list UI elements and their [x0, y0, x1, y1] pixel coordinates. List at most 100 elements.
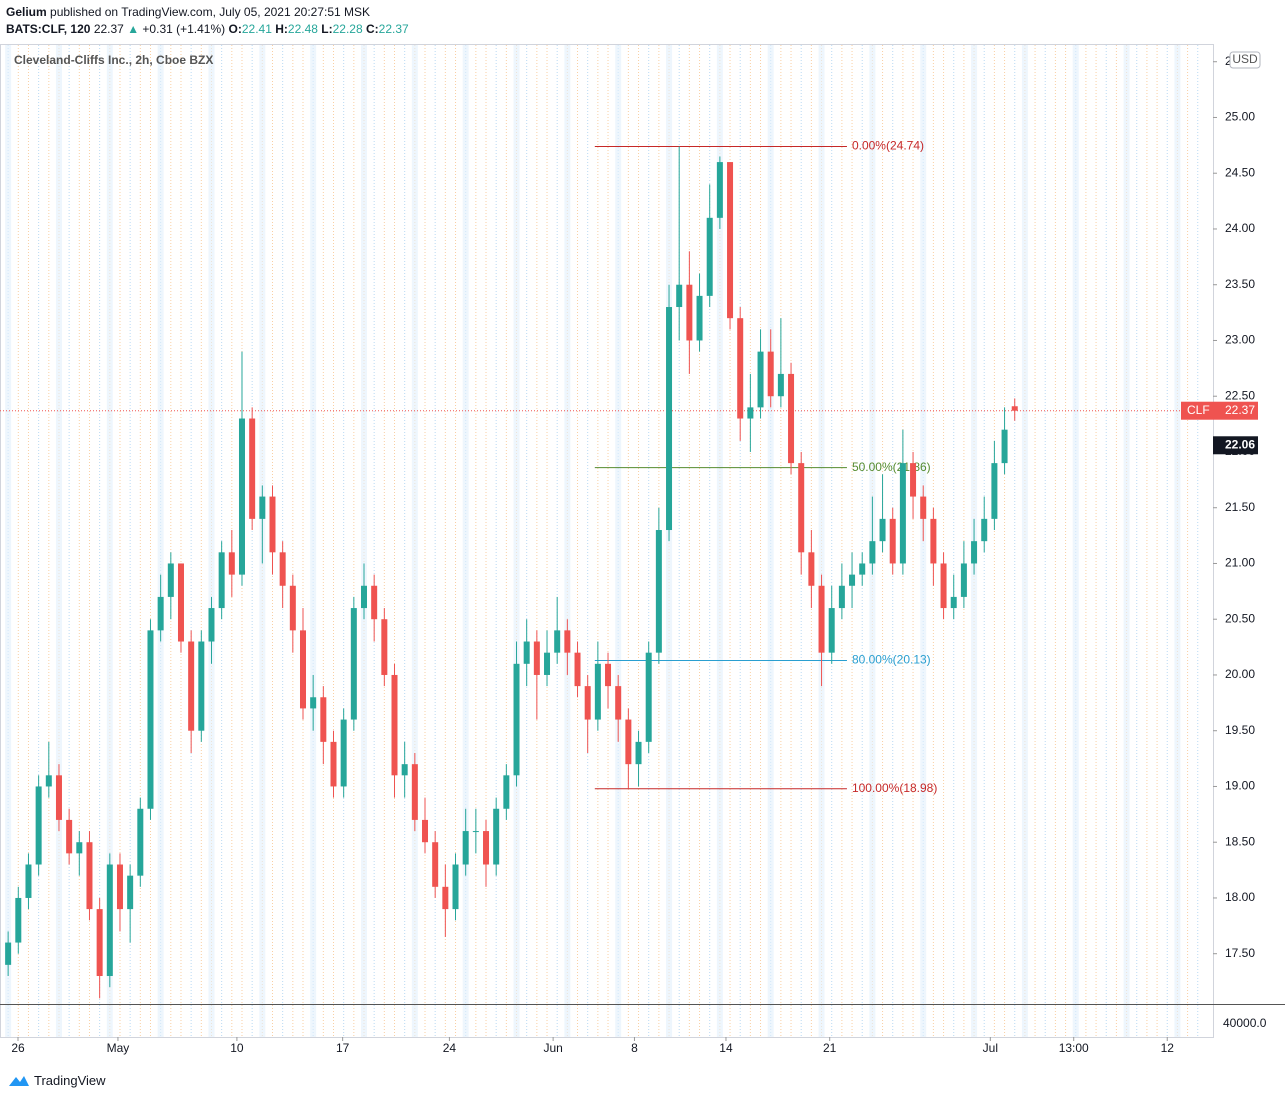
session-band [361, 45, 368, 1037]
l-value: 22.28 [332, 22, 363, 36]
candle-body [920, 496, 927, 519]
candle-body [157, 596, 164, 631]
price: 22.37 [93, 22, 124, 36]
o-value: 22.41 [241, 22, 272, 36]
candle-body [1011, 406, 1018, 411]
currency: USD [1232, 52, 1258, 66]
candle-body [930, 518, 937, 564]
candle-body [716, 162, 723, 218]
o-label: O: [228, 22, 242, 36]
candle-body [228, 552, 235, 575]
candle-body [249, 418, 256, 519]
candle-body [137, 808, 144, 876]
candle-body [655, 530, 662, 653]
session-band [1123, 45, 1130, 1037]
candle-body [971, 541, 978, 564]
candle-body [361, 585, 368, 609]
candle-body [259, 496, 266, 519]
candle-body [838, 585, 845, 609]
session-band [1174, 45, 1181, 1037]
header: Gelium published on TradingView.com, Jul… [6, 4, 409, 38]
candle-body [462, 831, 469, 865]
candle-body [564, 630, 571, 653]
candle-body [727, 162, 734, 319]
x-tick-label: 13:00 [1059, 1041, 1089, 1055]
change: +0.31 (+1.41%) [142, 22, 226, 36]
candle-body [513, 663, 520, 776]
candle-body [544, 652, 551, 675]
candle-body [45, 775, 52, 787]
y-tick-label: 20.00 [1225, 667, 1255, 681]
marker-label: 22.06 [1225, 437, 1255, 451]
y-tick-label: 20.50 [1225, 611, 1255, 625]
candle-body [493, 808, 500, 865]
candle-body [808, 552, 815, 586]
session-band [411, 45, 418, 1037]
h-value: 22.48 [287, 22, 318, 36]
usd-badge [1229, 51, 1261, 69]
candle-body [411, 764, 418, 820]
candle-body [777, 373, 784, 397]
candle-body [279, 552, 286, 586]
last-price-badge [1181, 401, 1258, 420]
session-band [716, 45, 723, 1037]
candle-body [645, 652, 652, 742]
candle-body [940, 563, 947, 609]
candle-body [177, 563, 184, 642]
candle-body [828, 608, 835, 653]
candle-body [737, 318, 744, 419]
frame [0, 44, 1214, 1038]
x-tick-label: May [107, 1041, 130, 1055]
candle-body [1001, 429, 1008, 464]
candle-body [859, 563, 866, 575]
c-value: 22.37 [378, 22, 409, 36]
candle-body [452, 864, 459, 910]
candle-body [15, 897, 22, 943]
candle-body [696, 295, 703, 341]
candle-body [472, 831, 479, 833]
last-price-name: CLF [1187, 403, 1210, 417]
header-line: Gelium published on TradingView.com, Jul… [6, 4, 409, 21]
y-tick-label: 23.00 [1225, 333, 1255, 347]
y-tick-label: 19.00 [1225, 779, 1255, 793]
candle-body [554, 630, 561, 653]
candle-body [391, 674, 398, 776]
candle-body [991, 463, 998, 519]
candle-body [635, 741, 642, 765]
candle-body [818, 585, 825, 653]
candle-body [25, 864, 32, 898]
candle-body [422, 819, 429, 843]
candle-body [523, 641, 530, 664]
session-band [1072, 45, 1079, 1037]
published: published on TradingView.com, July 05, 2… [50, 5, 371, 19]
volume-tick-label: 40000.0 [1223, 1016, 1267, 1030]
session-band [615, 45, 622, 1037]
fib-label: 0.00%(24.74) [852, 139, 924, 153]
x-tick-label: 21 [823, 1041, 837, 1055]
candle-body [767, 351, 774, 397]
candle-body [371, 585, 378, 620]
x-tick-label: Jun [543, 1041, 562, 1055]
candle-body [747, 407, 754, 419]
candle-body [503, 775, 510, 809]
candle-body [483, 831, 490, 865]
session-band [767, 45, 774, 1037]
chart-title: Cleveland-Cliffs Inc., 2h, Cboe BZX [14, 53, 213, 67]
candle-body [615, 686, 622, 720]
candle-body [299, 630, 306, 709]
x-tick-label: Jul [983, 1041, 998, 1055]
candle-body [310, 697, 317, 709]
session-band [106, 45, 113, 1037]
y-tick-label: 24.00 [1225, 221, 1255, 235]
candle-body [625, 719, 632, 765]
candle-body [757, 351, 764, 408]
logo [9, 1075, 29, 1086]
marker-badge [1213, 436, 1258, 455]
footer: TradingView [8, 1073, 106, 1088]
candle-body [66, 819, 73, 854]
candle-body [960, 563, 967, 597]
candle-body [981, 518, 988, 542]
brand: TradingView [34, 1073, 106, 1088]
candle-body [167, 563, 174, 597]
